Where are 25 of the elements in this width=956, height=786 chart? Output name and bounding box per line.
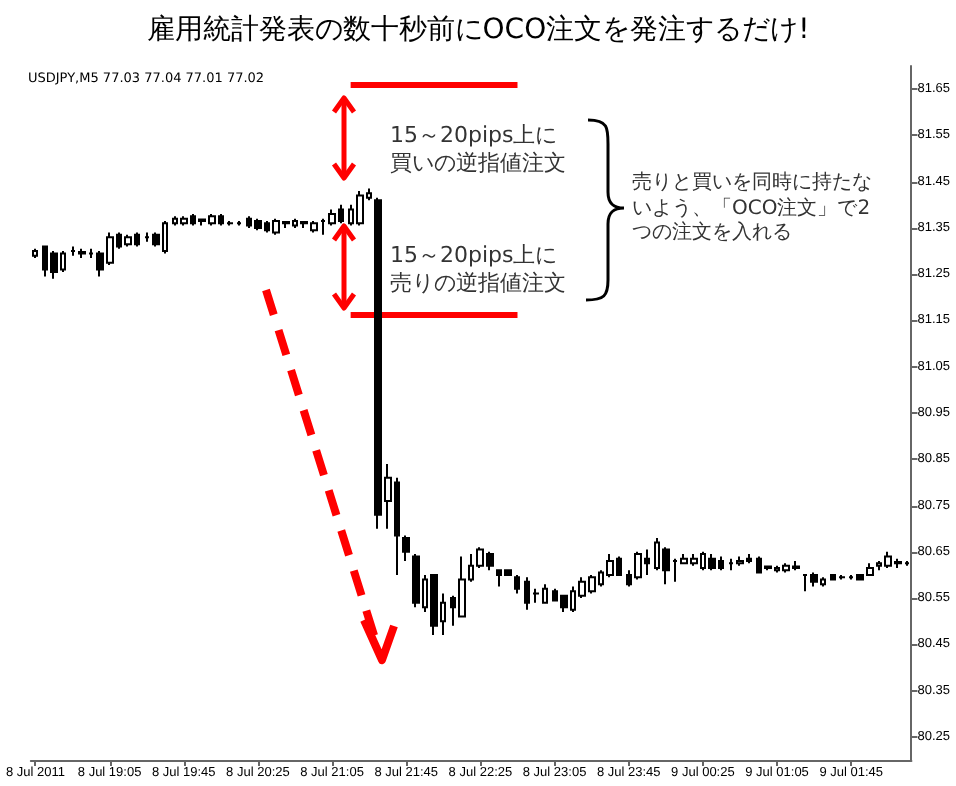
candlestick [606,553,614,579]
candlestick [810,571,818,588]
candlestick [736,555,744,567]
annotation: 15～20pips上に買いの逆指値注文 [390,122,568,177]
candlestick [32,247,38,260]
candlestick [124,233,132,248]
candlestick [78,247,86,260]
candlestick [458,555,466,618]
candlestick [430,573,438,637]
annotation: 15～20pips上に売りの逆指値注文 [390,242,568,297]
candlestick [50,250,58,280]
candlestick [560,594,568,613]
candlestick [708,553,716,572]
chart-title: 雇用統計発表の数十秒前にOCO注文を発注するだけ! [144,12,812,48]
candlestick [402,534,410,563]
candlestick [514,573,520,595]
candlestick [328,208,336,227]
candlestick [254,217,262,232]
candlestick [412,553,420,609]
annotation: 売りと買いを同時に持たないよう、「OCO注文」で2つの注文を入れる [632,172,874,247]
candlestick [764,564,772,572]
candlestick [634,550,642,581]
candlestick [356,189,364,227]
candlestick [180,215,188,227]
candlestick [662,546,670,586]
